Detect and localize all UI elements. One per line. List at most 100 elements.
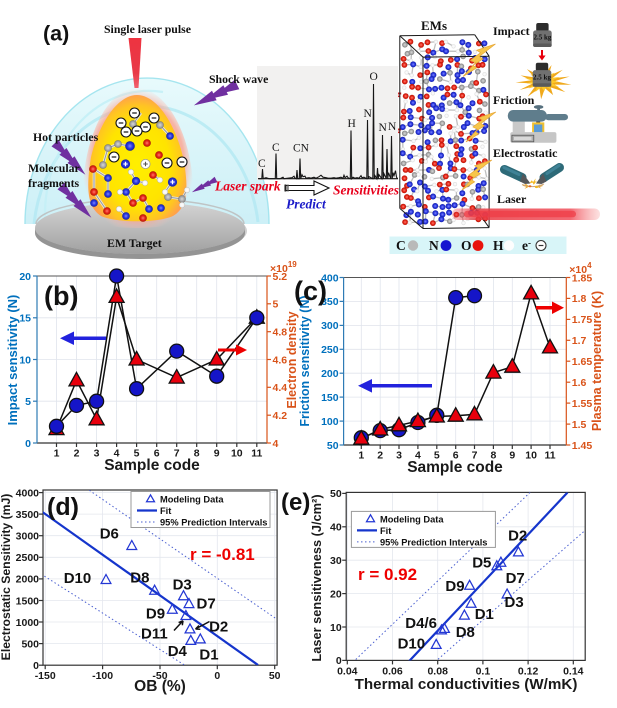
svg-text:EMs: EMs [421,18,447,33]
svg-text:D10: D10 [64,570,92,587]
svg-text:r = -0.81: r = -0.81 [190,545,255,564]
svg-text:(c): (c) [294,276,327,306]
svg-text:9: 9 [509,450,515,462]
svg-text:8: 8 [194,448,200,460]
svg-text:1.6: 1.6 [572,377,587,389]
svg-text:e-: e- [522,238,531,253]
svg-text:EM Target: EM Target [107,236,162,250]
svg-text:3: 3 [396,450,402,462]
svg-text:4.2: 4.2 [273,410,288,422]
svg-text:50: 50 [269,670,281,682]
svg-text:D3: D3 [505,594,524,611]
svg-text:10: 10 [330,622,342,634]
svg-text:0.06: 0.06 [382,665,403,677]
svg-text:0.08: 0.08 [427,665,448,677]
svg-text:1.55: 1.55 [572,398,593,410]
svg-text:×104: ×104 [569,261,592,276]
svg-text:1.7: 1.7 [572,335,587,347]
svg-text:1000: 1000 [16,617,40,629]
svg-text:4000: 4000 [16,487,40,499]
svg-text:D3: D3 [173,577,192,594]
svg-text:15: 15 [19,313,31,325]
svg-text:N: N [379,122,388,134]
svg-text:Impact sensitivity (N): Impact sensitivity (N) [5,295,20,426]
svg-text:3500: 3500 [16,509,40,521]
svg-text:-50: -50 [152,670,167,682]
svg-text:(b): (b) [44,281,78,311]
svg-text:Fit: Fit [160,506,171,516]
svg-text:N: N [429,238,439,253]
svg-text:-100: -100 [92,670,113,682]
svg-text:Laser spark: Laser spark [214,179,281,194]
svg-text:Laser: Laser [497,192,527,206]
svg-text:O: O [370,71,378,83]
svg-text:400: 400 [321,272,339,284]
svg-text:95% Prediction Intervals: 95% Prediction Intervals [380,537,487,547]
svg-text:0.1: 0.1 [476,665,491,677]
svg-text:Friction sensitivity (N): Friction sensitivity (N) [298,295,312,426]
svg-text:C: C [396,238,406,253]
svg-text:250: 250 [321,344,339,356]
svg-text:11: 11 [544,450,555,462]
svg-text:3000: 3000 [16,531,40,543]
svg-text:4.4: 4.4 [273,382,288,394]
svg-text:D9: D9 [445,578,464,595]
svg-text:1.45: 1.45 [572,440,593,452]
svg-text:Impact: Impact [493,24,530,38]
svg-text:5: 5 [273,299,279,311]
svg-text:5: 5 [25,396,31,408]
svg-text:H: H [493,238,504,253]
svg-text:Laser sensitiveness (J/cm²): Laser sensitiveness (J/cm²) [309,494,324,661]
svg-text:2500: 2500 [16,552,40,564]
svg-text:C: C [272,142,280,154]
svg-text:Shock wave: Shock wave [209,72,268,86]
svg-text:D2: D2 [508,528,527,545]
svg-text:300: 300 [321,320,339,332]
svg-text:Electrostatic Sensitivity (mJ): Electrostatic Sensitivity (mJ) [0,494,13,661]
svg-text:0.04: 0.04 [337,665,358,677]
svg-text:D7: D7 [506,570,525,587]
svg-text:Single laser pulse: Single laser pulse [104,22,191,36]
svg-text:2: 2 [377,450,383,462]
svg-text:4: 4 [273,438,279,450]
svg-text:7: 7 [174,448,180,460]
svg-text:0: 0 [214,670,220,682]
svg-text:3: 3 [94,448,100,460]
svg-text:D6: D6 [100,526,119,543]
svg-text:Molecular: Molecular [28,161,80,175]
svg-text:1.8: 1.8 [572,293,587,305]
svg-text:Plasma temperature (K): Plasma temperature (K) [590,291,604,431]
svg-text:10: 10 [525,450,537,462]
svg-text:7: 7 [472,450,478,462]
svg-text:0: 0 [336,655,342,667]
svg-text:11: 11 [251,448,262,460]
svg-text:2.5 kg: 2.5 kg [533,34,551,42]
svg-text:r = 0.92: r = 0.92 [358,565,417,584]
svg-text:D5: D5 [472,555,491,572]
svg-text:fragments: fragments [28,176,80,190]
svg-text:D7: D7 [197,596,216,613]
svg-text:O: O [461,238,472,253]
svg-text:D8: D8 [130,570,149,587]
svg-text:Modeling Data: Modeling Data [380,514,444,524]
svg-text:D2: D2 [209,619,228,636]
svg-text:5: 5 [134,448,140,460]
svg-text:30: 30 [330,555,342,567]
svg-text:C: C [258,158,266,170]
svg-text:Electrostatic: Electrostatic [493,146,558,160]
svg-text:Sensitivities: Sensitivities [333,183,399,198]
svg-text:Predict: Predict [286,197,327,212]
svg-text:5.2: 5.2 [273,271,288,283]
svg-text:D4: D4 [168,643,188,660]
svg-text:Hot particles: Hot particles [33,130,99,144]
svg-text:50: 50 [327,440,339,452]
svg-text:500: 500 [21,638,39,650]
svg-text:1.85: 1.85 [572,272,593,284]
svg-text:1500: 1500 [16,595,40,607]
svg-text:1.75: 1.75 [572,314,593,326]
svg-text:9: 9 [214,448,220,460]
svg-text:5: 5 [434,450,440,462]
svg-text:D1: D1 [475,606,494,623]
svg-text:D9: D9 [146,606,165,623]
svg-text:4.6: 4.6 [273,354,288,366]
